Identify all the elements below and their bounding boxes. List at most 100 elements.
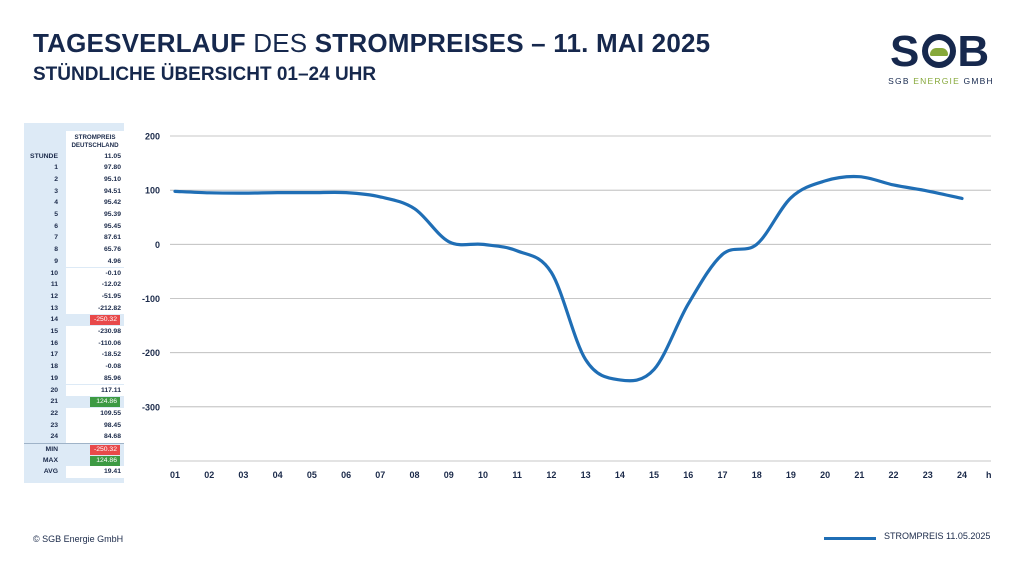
data-point <box>721 253 724 256</box>
table-row-key: 21 <box>50 398 58 406</box>
table-row-key: 11 <box>50 281 58 289</box>
series-line-0 <box>173 174 964 383</box>
table-row-value: 124.86 <box>90 397 120 408</box>
table-row-value: -250.32 <box>90 315 120 326</box>
table-header-line-1: STROMPREIS <box>74 134 116 141</box>
footer-copyright: © SGB Energie GmbH <box>33 534 124 544</box>
price-table: STROMPREIS DEUTSCHLAND STUNDE 11.05 1 97.80… <box>24 123 124 483</box>
logo-caption-energie: ENERGIE <box>913 76 960 86</box>
x-tick-label: 13 <box>581 470 591 480</box>
data-point <box>858 175 861 178</box>
table-row-hour-6: 6 95.45 <box>24 220 124 233</box>
x-tick-label: 24 <box>957 470 967 480</box>
table-row-hour-21: 21 124.86 <box>24 396 124 408</box>
x-tick-label: 11 <box>512 470 522 480</box>
table-row-hour-20: 20 117.11 <box>24 384 124 397</box>
table-row-key: 16 <box>50 339 58 347</box>
table-row-hour-1: 1 97.80 <box>24 162 124 174</box>
y-tick-label: 200 <box>145 132 160 142</box>
x-tick-label: 06 <box>341 470 351 480</box>
data-point <box>584 358 587 361</box>
table-row-value: 97.80 <box>66 162 124 174</box>
table-row-value: 95.10 <box>66 173 124 186</box>
table-row-key: 22 <box>50 409 58 417</box>
table-row-value: 95.42 <box>66 197 124 209</box>
table-row-value: -51.95 <box>66 290 124 303</box>
table-row-hour-3: 3 94.51 <box>24 185 124 198</box>
table-row-value: 87.61 <box>66 232 124 245</box>
table-row-value: 84.68 <box>66 431 124 443</box>
title-part-1: TAGESVERLAUF <box>33 28 246 58</box>
table-row-value: 19.41 <box>66 466 124 479</box>
page-title: TAGESVERLAUF DES STROMPREISES – 11. MAI … <box>33 28 710 59</box>
x-tick-label: 01 <box>170 470 180 480</box>
data-point <box>447 240 450 243</box>
table-row-hour-22: 22 109.55 <box>24 407 124 420</box>
logo-letter-s: S <box>890 27 922 76</box>
x-tick-label: 19 <box>786 470 796 480</box>
table-row-hour-2: 2 95.10 <box>24 173 124 186</box>
legend-line-swatch <box>824 537 876 540</box>
data-point <box>789 196 792 199</box>
data-point <box>276 191 279 194</box>
title-part-3: STROMPREISES – 11. MAI 2025 <box>314 28 711 58</box>
table-row-value: 124.86 <box>90 455 120 466</box>
table-row-value: -18.52 <box>66 349 124 362</box>
data-point <box>653 368 656 371</box>
data-point <box>926 190 929 193</box>
table-summary-avg: AVG 19.41 <box>24 466 124 479</box>
table-header-line-2: DEUTSCHLAND <box>71 142 119 149</box>
table-row-hour-10: 10 -0.10 <box>24 267 124 280</box>
table-row-value: -212.82 <box>66 302 124 315</box>
table-row-hour-19: 19 85.96 <box>24 372 124 385</box>
logo-caption-sgb: SGB <box>888 76 910 86</box>
x-tick-label: 10 <box>478 470 488 480</box>
x-tick-label: 16 <box>683 470 693 480</box>
table-row-value: 98.45 <box>66 419 124 432</box>
title-part-2: DES <box>253 28 308 58</box>
data-point <box>687 302 690 305</box>
table-row-key: 10 <box>50 269 58 277</box>
table-row-value: 117.11 <box>66 384 124 397</box>
table-row-hour-14: 14 -250.32 <box>24 314 124 326</box>
data-point <box>413 207 416 210</box>
table-row-key: 4 <box>54 199 58 207</box>
table-row-hour-13: 13 -212.82 <box>24 302 124 315</box>
table-row-key: 23 <box>50 421 58 429</box>
x-tick-label: 23 <box>923 470 933 480</box>
table-row-hour-23: 23 98.45 <box>24 419 124 432</box>
x-axis-unit: h <box>986 470 992 480</box>
y-tick-label: -200 <box>142 348 160 358</box>
x-tick-label: 08 <box>410 470 420 480</box>
x-tick-label: 14 <box>615 470 625 480</box>
table-row-hour-4: 4 95.42 <box>24 197 124 209</box>
table-row-hour-24: 24 84.68 <box>24 431 124 443</box>
table-row-value: 95.39 <box>66 209 124 221</box>
data-point <box>892 183 895 186</box>
legend-label: STROMPREIS 11.05.2025 <box>884 531 991 541</box>
x-tick-label: 15 <box>649 470 659 480</box>
y-tick-label: -300 <box>142 402 160 412</box>
table-row-key: 8 <box>54 246 58 254</box>
table-row-hour-17: 17 -18.52 <box>24 349 124 362</box>
price-line-chart: 200 100 0 -100 -200 -300 01 02 03 04 05 06 07 08 09 10 1… <box>142 132 992 481</box>
table-row-key: 14 <box>50 316 58 324</box>
table-row-hour-7: 7 87.61 <box>24 232 124 245</box>
table-row-key: 5 <box>54 211 58 218</box>
table-row-key: 2 <box>54 175 58 183</box>
table-row-value: 85.96 <box>66 372 124 385</box>
x-tick-label: 17 <box>717 470 727 480</box>
table-row-key: 15 <box>50 328 58 335</box>
table-row-hour-16: 16 -110.06 <box>24 337 124 350</box>
table-date-row: STUNDE 11.05 <box>24 150 124 163</box>
data-point <box>481 243 484 246</box>
x-tick-label: 02 <box>204 470 214 480</box>
table-row-value: 95.45 <box>66 220 124 233</box>
table-row-key: 13 <box>50 304 58 312</box>
x-tick-label: 18 <box>752 470 762 480</box>
x-tick-label: 07 <box>375 470 385 480</box>
table-row-hour-5: 5 95.39 <box>24 209 124 221</box>
table-summary-max: MAX 124.86 <box>24 455 124 467</box>
table-row-value: -12.02 <box>66 279 124 291</box>
table-row-key: 24 <box>50 433 58 441</box>
